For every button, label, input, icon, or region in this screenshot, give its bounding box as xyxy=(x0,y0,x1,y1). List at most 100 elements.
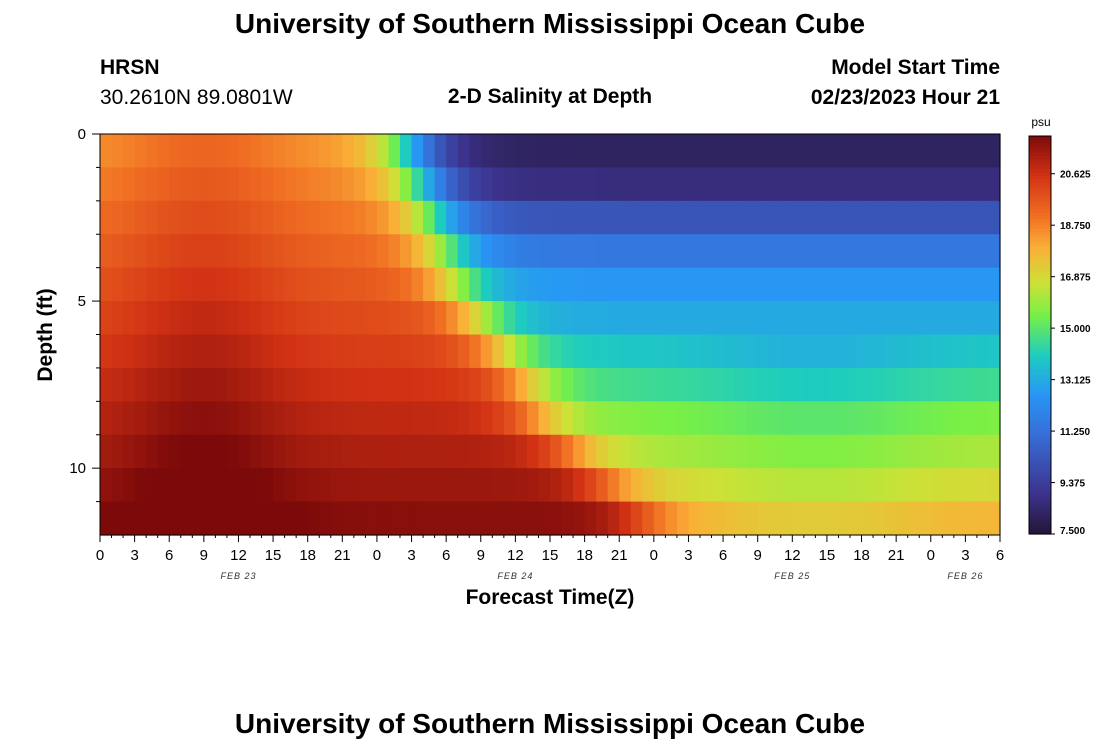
heatmap-cell xyxy=(134,200,147,235)
heatmap-cell xyxy=(850,367,863,402)
heatmap-cell xyxy=(746,501,759,536)
heatmap-cell xyxy=(700,501,713,536)
heatmap-cell xyxy=(711,234,724,269)
heatmap-cell xyxy=(988,234,1001,269)
heatmap-cell xyxy=(100,434,113,469)
heatmap-cell xyxy=(988,167,1001,202)
heatmap-cell xyxy=(226,367,240,402)
x-tick-label: 3 xyxy=(130,547,138,564)
heatmap-cell xyxy=(296,501,309,536)
heatmap-cell xyxy=(757,434,770,469)
heatmap-cell xyxy=(446,434,459,469)
heatmap-cell xyxy=(734,401,747,436)
heatmap-cell xyxy=(238,468,251,503)
heatmap-cell xyxy=(215,167,228,202)
heatmap-cell xyxy=(919,401,932,436)
heatmap-cell xyxy=(630,234,643,269)
heatmap-cell xyxy=(861,434,874,469)
heatmap-cell xyxy=(688,134,701,169)
x-tick-label: 9 xyxy=(200,547,208,564)
heatmap-cell xyxy=(642,267,655,302)
heatmap-cell xyxy=(515,434,528,469)
heatmap-cell xyxy=(215,401,228,436)
heatmap-cell xyxy=(607,367,620,402)
heatmap-cell xyxy=(884,468,897,503)
heatmap-cell xyxy=(492,134,505,169)
heatmap-cell xyxy=(780,468,793,503)
heatmap-cell xyxy=(215,200,228,235)
heatmap-cell xyxy=(907,267,920,302)
heatmap-cell xyxy=(861,401,874,436)
page-title: University of Southern Mississippi Ocean… xyxy=(234,8,866,39)
heatmap-cell xyxy=(584,367,597,402)
colorbar-segment xyxy=(1029,185,1051,190)
heatmap-cell xyxy=(630,434,643,469)
heatmap-cell xyxy=(376,167,390,202)
heatmap-cell xyxy=(907,334,920,369)
colorbar-segment xyxy=(1029,407,1051,412)
heatmap-cell xyxy=(896,267,909,302)
colorbar-segment xyxy=(1029,527,1051,532)
heatmap-cell xyxy=(792,501,805,536)
heatmap-cell xyxy=(423,468,436,503)
heatmap-cell xyxy=(203,334,216,369)
heatmap-cell xyxy=(111,267,124,302)
heatmap-cell xyxy=(734,134,747,169)
heatmap-cell xyxy=(919,200,932,235)
colorbar-segment xyxy=(1029,248,1051,253)
heatmap-cell xyxy=(215,468,228,503)
heatmap-cell xyxy=(388,434,401,469)
heatmap-cell xyxy=(907,200,920,235)
heatmap-cell xyxy=(100,401,113,436)
model-start-label: Model Start Time xyxy=(831,56,1000,79)
colorbar-segment xyxy=(1029,514,1051,519)
colorbar-segment xyxy=(1029,331,1051,336)
heatmap-cell xyxy=(538,468,551,503)
heatmap-cell xyxy=(769,267,782,302)
heatmap-cell xyxy=(757,234,770,269)
heatmap-cell xyxy=(250,367,263,402)
heatmap-cell xyxy=(653,334,666,369)
heatmap-cell xyxy=(319,434,332,469)
heatmap-cell xyxy=(284,267,297,302)
colorbar-segment xyxy=(1029,202,1051,207)
heatmap-cell xyxy=(111,434,124,469)
heatmap-cell xyxy=(607,468,620,503)
heatmap-cell xyxy=(769,167,782,202)
heatmap-cell xyxy=(423,401,436,436)
heatmap-cell xyxy=(665,200,678,235)
heatmap-cell xyxy=(100,267,113,302)
colorbar-segment xyxy=(1029,165,1051,170)
heatmap-cell xyxy=(826,301,840,336)
heatmap-cell xyxy=(676,501,690,536)
heatmap-cell xyxy=(630,200,643,235)
heatmap-cell xyxy=(100,200,113,235)
heatmap-cell xyxy=(376,134,390,169)
heatmap-cell xyxy=(746,200,759,235)
heatmap-cell xyxy=(826,434,840,469)
colorbar-segment xyxy=(1029,500,1051,505)
heatmap-cell xyxy=(700,468,713,503)
heatmap-cell xyxy=(261,301,274,336)
colorbar-segment xyxy=(1029,517,1051,522)
heatmap-cell xyxy=(907,434,920,469)
colorbar-segment xyxy=(1029,149,1051,154)
heatmap-cell xyxy=(873,501,886,536)
colorbar-segment xyxy=(1029,431,1051,436)
colorbar-segment xyxy=(1029,318,1051,323)
heatmap-cell xyxy=(942,434,955,469)
heatmap-cell xyxy=(573,468,586,503)
x-tick-label: 15 xyxy=(542,547,559,564)
heatmap-cell xyxy=(192,267,205,302)
heatmap-cell xyxy=(123,301,136,336)
heatmap-cell xyxy=(619,334,632,369)
heatmap-cell xyxy=(561,401,574,436)
heatmap-cell xyxy=(319,200,332,235)
heatmap-cell xyxy=(353,501,366,536)
colorbar-segment xyxy=(1029,477,1051,482)
colorbar-segment xyxy=(1029,255,1051,260)
heatmap-cell xyxy=(388,367,401,402)
colorbar-segment xyxy=(1029,215,1051,220)
heatmap-cell xyxy=(538,434,551,469)
heatmap-cell xyxy=(284,434,297,469)
